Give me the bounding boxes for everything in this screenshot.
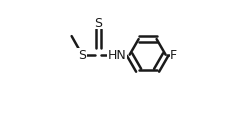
Text: S: S xyxy=(78,49,86,62)
Text: HN: HN xyxy=(108,49,126,62)
Text: S: S xyxy=(94,17,102,29)
Text: F: F xyxy=(170,49,177,62)
